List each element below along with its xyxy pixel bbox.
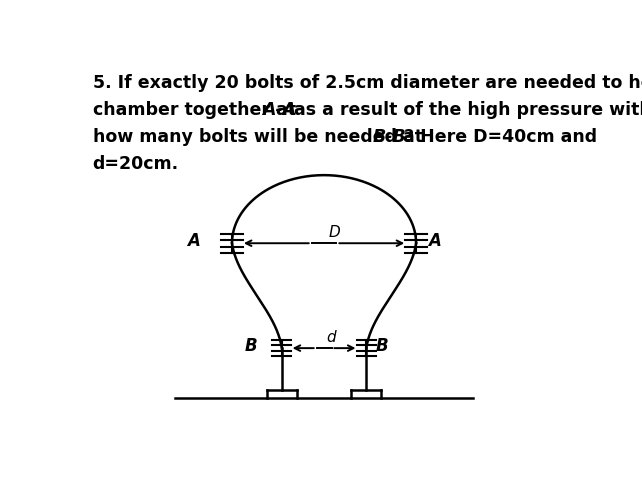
Text: how many bolts will be needed at: how many bolts will be needed at [92, 128, 429, 146]
Text: A: A [429, 232, 442, 250]
Text: d: d [327, 330, 336, 345]
Text: B: B [244, 337, 257, 355]
Text: B-B: B-B [372, 128, 406, 146]
Text: chamber together at: chamber together at [92, 101, 302, 119]
Text: ? Here D=40cm and: ? Here D=40cm and [398, 128, 597, 146]
Text: 5. If exactly 20 bolts of 2.5cm diameter are needed to hold an air: 5. If exactly 20 bolts of 2.5cm diameter… [92, 74, 642, 92]
Text: d=20cm.: d=20cm. [92, 154, 179, 173]
Text: A: A [187, 232, 200, 250]
Text: A-A: A-A [262, 101, 297, 119]
Text: as a result of the high pressure within,: as a result of the high pressure within, [288, 101, 642, 119]
Text: D: D [329, 225, 341, 240]
Text: B: B [376, 337, 388, 355]
